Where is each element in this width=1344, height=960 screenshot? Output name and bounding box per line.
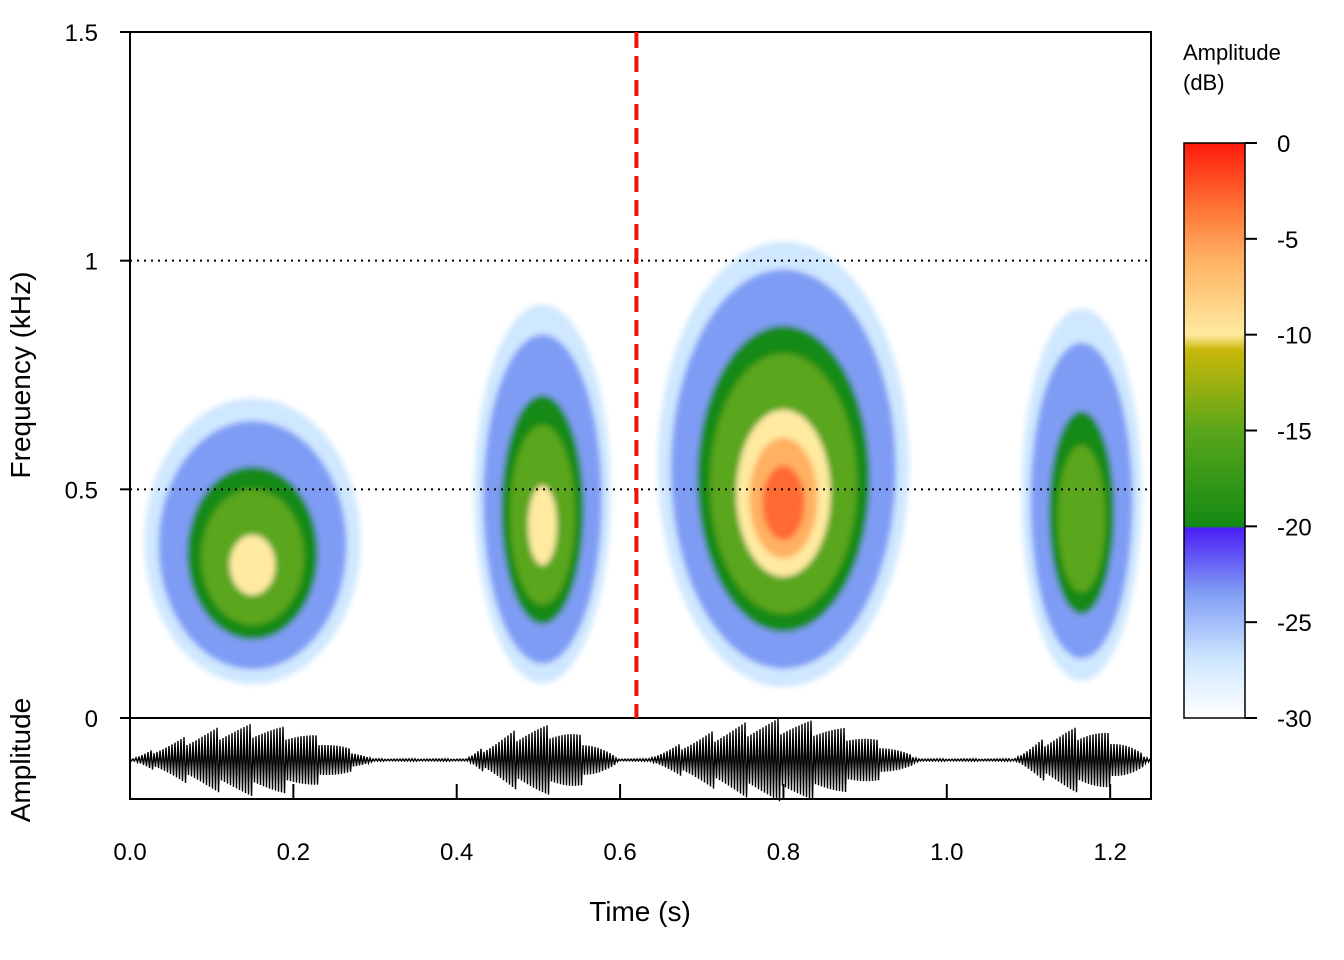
legend-tick-label: -30 bbox=[1277, 706, 1312, 733]
spectrogram-level bbox=[762, 465, 805, 540]
spectrogram-level bbox=[528, 485, 557, 566]
spectrogram-surface bbox=[130, 192, 1151, 718]
legend-tick-label: 0 bbox=[1277, 131, 1290, 158]
oscillogram-axis-title: Amplitude bbox=[5, 698, 36, 823]
legend-tick-label: -25 bbox=[1277, 610, 1312, 637]
oscillogram-waveform bbox=[129, 718, 1153, 802]
x-tick-label: 0.4 bbox=[440, 839, 473, 866]
y-tick-label: 0.5 bbox=[65, 477, 98, 504]
legend-title-line1: Amplitude bbox=[1183, 40, 1281, 65]
legend-tick-label: -5 bbox=[1277, 227, 1298, 254]
y-axis-title: Frequency (kHz) bbox=[5, 272, 36, 479]
x-tick-label: 0.6 bbox=[603, 839, 636, 866]
spectrogram-level bbox=[229, 534, 276, 596]
legend-title-line2: (dB) bbox=[1183, 70, 1225, 95]
x-tick-label: 0.8 bbox=[767, 839, 800, 866]
x-tick-label: 0.0 bbox=[113, 839, 146, 866]
x-axis: 0.0 0.2 0.4 0.6 0.8 1.0 1.2 bbox=[113, 784, 1127, 866]
spectrogram-level bbox=[1066, 479, 1097, 570]
legend-tick-label: -10 bbox=[1277, 323, 1312, 350]
x-tick-label: 1.2 bbox=[1093, 839, 1126, 866]
waveform-trace bbox=[129, 718, 1153, 802]
y-tick-label: 1.5 bbox=[65, 20, 98, 47]
x-tick-label: 0.2 bbox=[277, 839, 310, 866]
legend-tick-label: -20 bbox=[1277, 514, 1312, 541]
y-tick-label: 0 bbox=[85, 706, 98, 733]
legend-tick-label: -15 bbox=[1277, 419, 1312, 446]
x-tick-label: 1.0 bbox=[930, 839, 963, 866]
y-axis: 0 0.5 1 1.5 bbox=[65, 20, 130, 733]
y-tick-label: 1 bbox=[85, 249, 98, 276]
color-scale-ticks: 0 -5 -10 -15 -20 -25 -30 bbox=[1245, 131, 1312, 733]
color-scale-bar bbox=[1183, 142, 1246, 719]
x-axis-title: Time (s) bbox=[589, 896, 691, 927]
